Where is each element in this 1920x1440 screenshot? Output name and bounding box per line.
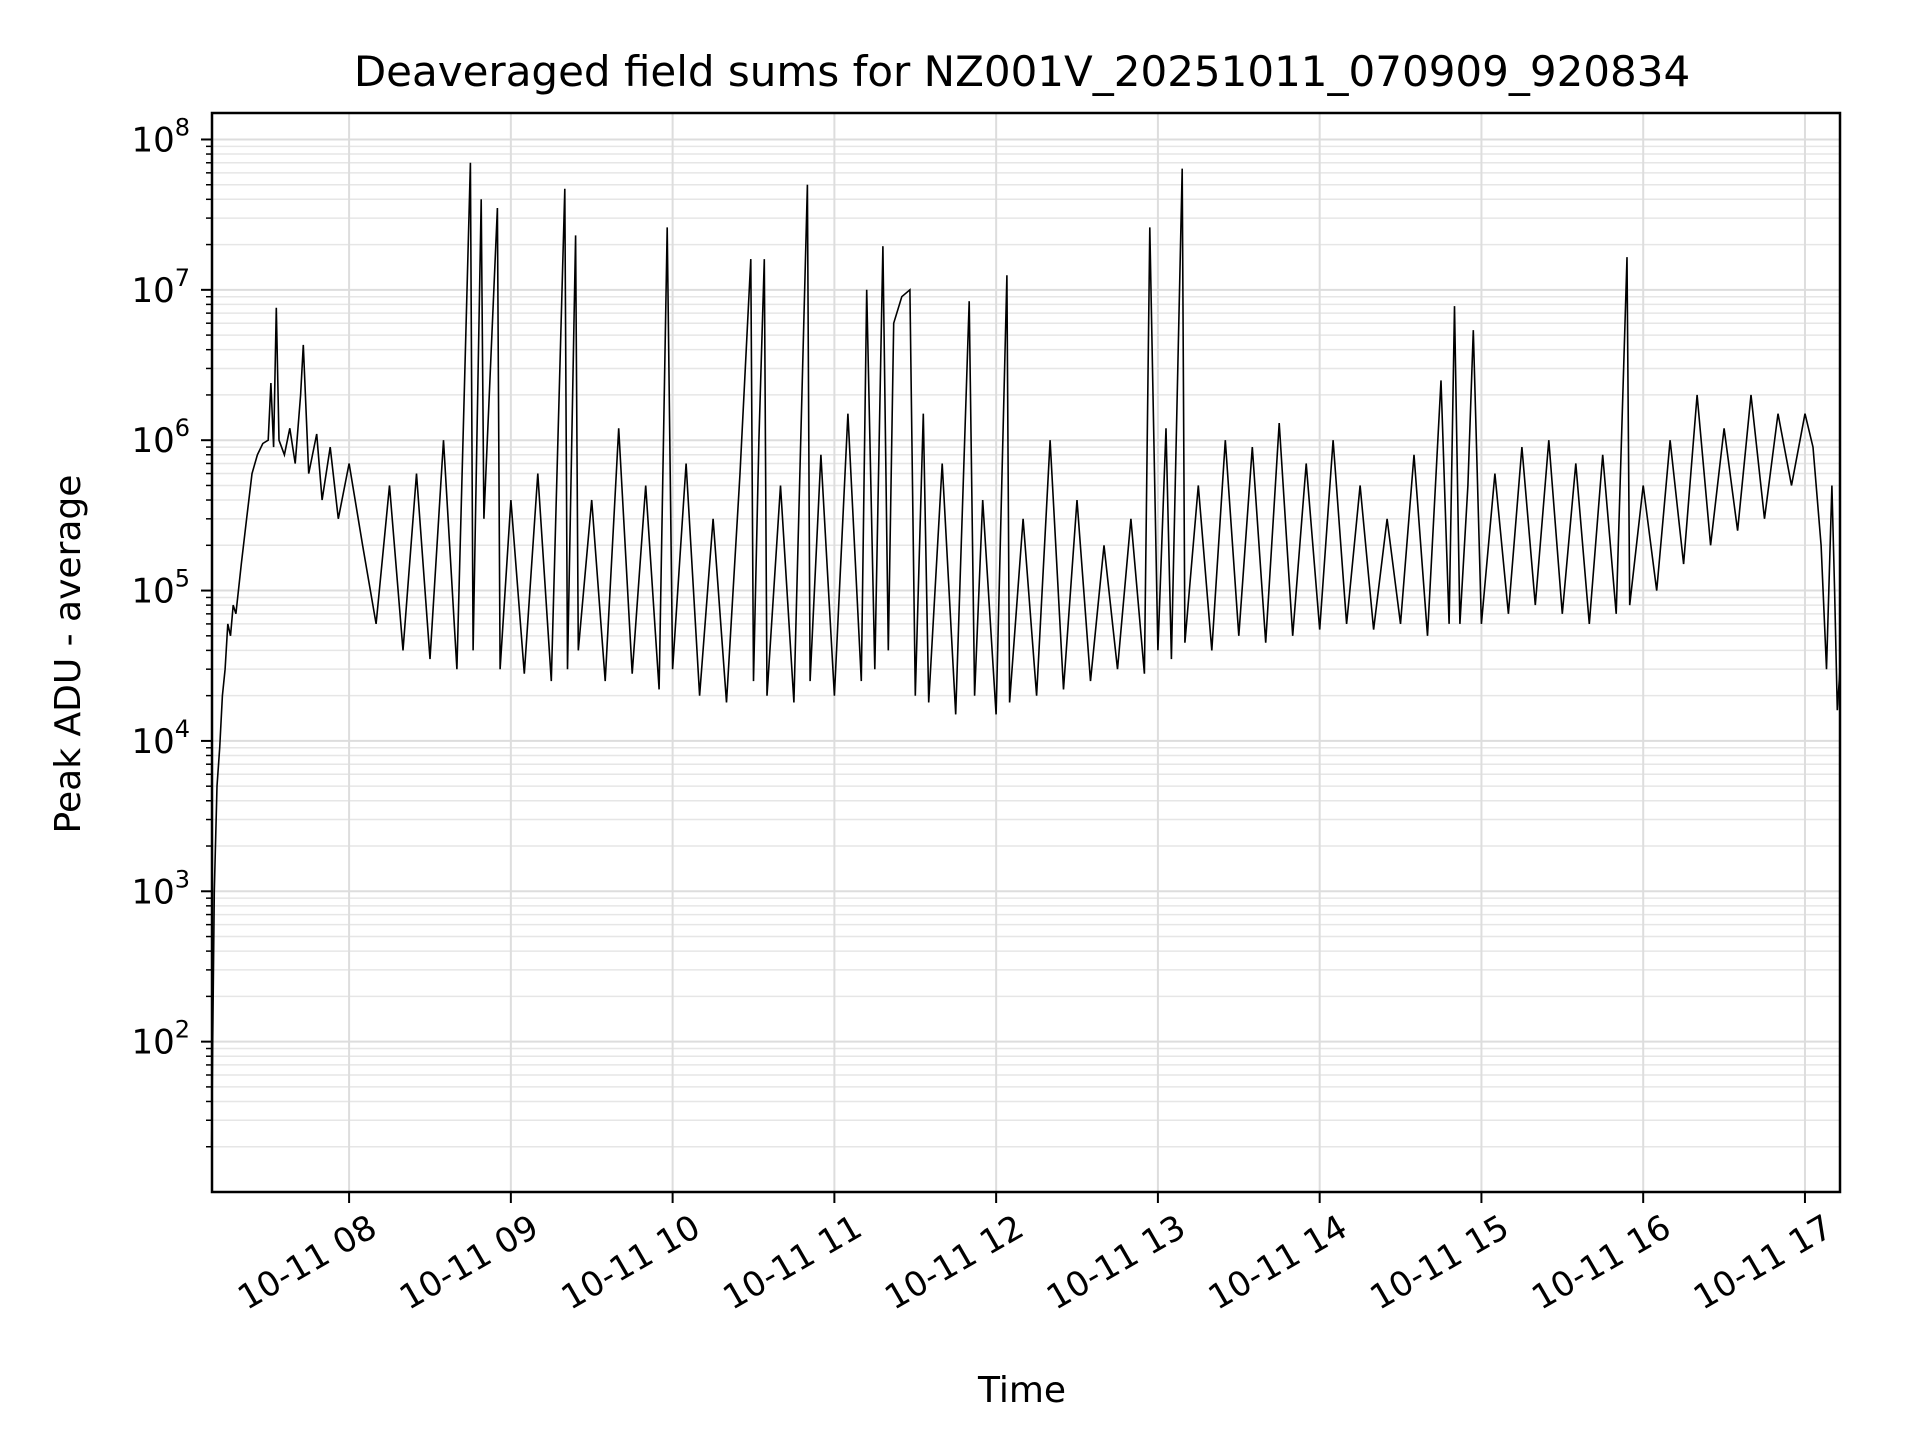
y-tick-label: 103	[131, 865, 190, 912]
grid	[212, 113, 1840, 1192]
y-tick-label-base: 10	[131, 1023, 174, 1063]
y-tick-label-exponent: 4	[175, 715, 190, 743]
y-tick-label-exponent: 7	[175, 264, 190, 292]
y-tick-label: 102	[131, 1016, 190, 1063]
y-tick-label: 106	[131, 414, 190, 461]
x-axis-label: Time	[977, 1370, 1066, 1411]
y-tick-label-exponent: 3	[175, 865, 190, 893]
y-tick-label: 108	[131, 113, 190, 160]
y-tick-label-exponent: 8	[175, 113, 190, 141]
y-tick-label-exponent: 6	[175, 414, 190, 442]
y-tick-label-base: 10	[131, 872, 174, 912]
y-tick-label-base: 10	[131, 572, 174, 612]
y-tick-label-exponent: 5	[175, 565, 190, 593]
y-tick-label-base: 10	[131, 120, 174, 160]
y-axis-label: Peak ADU - average	[48, 475, 89, 834]
y-tick-label-exponent: 2	[175, 1016, 190, 1044]
y-tick-label-base: 10	[131, 722, 174, 762]
series-line-0	[210, 162, 1841, 1147]
series-layer	[210, 162, 1841, 1147]
y-tick-label-base: 10	[131, 271, 174, 311]
y-tick-label: 107	[131, 264, 190, 311]
y-tick-label-base: 10	[131, 421, 174, 461]
y-tick-label: 105	[131, 565, 190, 612]
chart-title: Deaveraged field sums for NZ001V_2025101…	[354, 47, 1690, 96]
y-tick-label: 104	[131, 715, 190, 762]
plot-frame	[210, 111, 1842, 1194]
